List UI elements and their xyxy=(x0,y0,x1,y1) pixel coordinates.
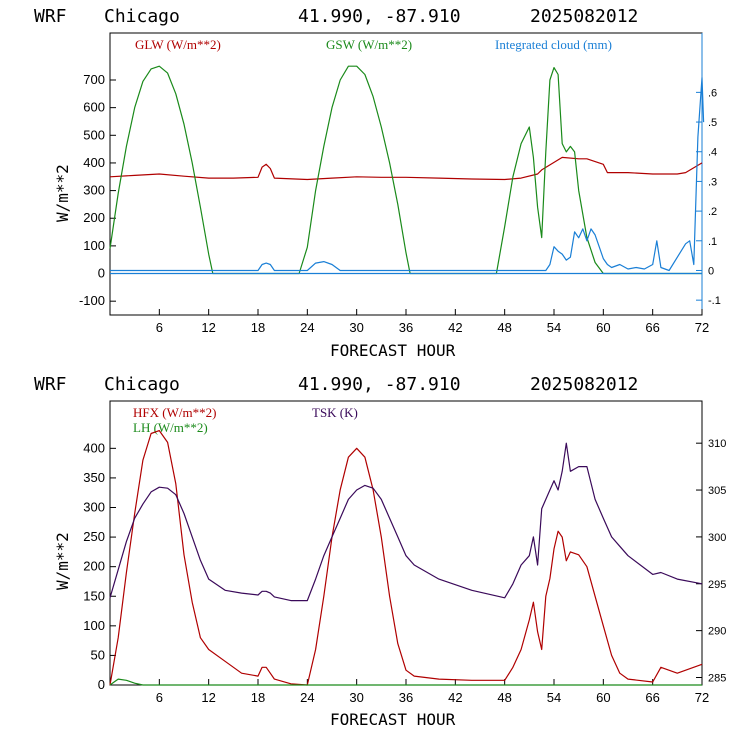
x-tick-label: 48 xyxy=(497,320,511,335)
x-tick-label: 42 xyxy=(448,690,462,705)
series-line-0 xyxy=(109,430,703,686)
series-lines xyxy=(109,65,705,275)
x-tick-label: 60 xyxy=(596,320,610,335)
y2-tick-label: 290 xyxy=(708,626,726,638)
legend-hfx: HFX (W/m**2) xyxy=(133,405,216,420)
x-axis-title: FORECAST HOUR xyxy=(330,341,456,360)
y-tick-label: 50 xyxy=(91,647,105,662)
y2-tick-label: .1 xyxy=(708,236,717,248)
y2-tick-label: 295 xyxy=(708,579,726,591)
y-tick-label: 200 xyxy=(83,559,105,574)
y-tick-label: 0 xyxy=(98,266,105,281)
x-axis-ticks: 6 12 18 24 30 36 42 48 54 60 66 72 xyxy=(156,309,709,335)
y2-tick-label: 0 xyxy=(708,265,714,277)
x-tick-label: 12 xyxy=(201,320,215,335)
header-station: Chicago xyxy=(104,6,180,27)
x-tick-label: 6 xyxy=(156,690,163,705)
y2-tick-label: 285 xyxy=(708,673,726,685)
y2-tick-label: .6 xyxy=(708,87,717,99)
y-tick-label: 300 xyxy=(83,183,105,198)
legend-integrated-cloud: Integrated cloud (mm) xyxy=(495,37,612,52)
header-coords: 41.990, -87.910 xyxy=(298,6,461,27)
x-tick-label: 36 xyxy=(399,690,413,705)
x-tick-label: 24 xyxy=(300,690,314,705)
y-tick-label: 350 xyxy=(83,470,105,485)
y-tick-label: 600 xyxy=(83,100,105,115)
series-line-1 xyxy=(109,65,702,275)
x-axis-ticks: 6 12 18 24 30 36 42 48 54 60 66 72 xyxy=(156,679,709,705)
y-tick-label: 100 xyxy=(83,238,105,253)
x-tick-label: 66 xyxy=(645,690,659,705)
y-tick-label: 0 xyxy=(98,677,105,692)
y-axis-right-ticks: 285 290 295 300 305 310 xyxy=(696,438,726,685)
y-axis-left-ticks: -100 0 100 200 300 400 500 600 700 xyxy=(79,72,116,308)
series-line-2 xyxy=(109,442,703,602)
y-tick-label: -100 xyxy=(79,293,105,308)
y2-tick-label: 300 xyxy=(708,532,726,544)
x-tick-label: 54 xyxy=(547,320,561,335)
y2-tick-label: .2 xyxy=(708,206,717,218)
series-line-2 xyxy=(110,76,705,272)
y2-tick-label: -.1 xyxy=(708,295,721,307)
y-tick-label: 400 xyxy=(83,155,105,170)
x-tick-label: 72 xyxy=(695,320,709,335)
header-model: WRF xyxy=(34,6,67,27)
y2-tick-label: .3 xyxy=(708,176,717,188)
x-tick-label: 18 xyxy=(251,690,265,705)
y2-tick-label: .5 xyxy=(708,117,717,129)
y-tick-label: 200 xyxy=(83,210,105,225)
y-axis-right-ticks: -.1 0 .1 .2 .3 .4 .5 .6 xyxy=(696,87,721,307)
x-tick-label: 30 xyxy=(349,690,363,705)
series-line-0 xyxy=(109,156,703,181)
x-tick-label: 42 xyxy=(448,320,462,335)
y-tick-label: 400 xyxy=(83,440,105,455)
x-tick-label: 48 xyxy=(497,690,511,705)
series-line-1 xyxy=(109,678,702,686)
y2-tick-label: 310 xyxy=(708,438,726,450)
legend-glw: GLW (W/m**2) xyxy=(135,37,221,52)
legend-tsk: TSK (K) xyxy=(312,405,358,420)
x-tick-label: 24 xyxy=(300,320,314,335)
panel-1: WRF Chicago 41.990, -87.910 2025082012 G… xyxy=(34,6,721,360)
header-init-time: 2025082012 xyxy=(530,6,638,27)
legend-lh: LH (W/m**2) xyxy=(133,420,208,435)
x-tick-label: 60 xyxy=(596,690,610,705)
header-init-time: 2025082012 xyxy=(530,374,638,395)
x-tick-label: 72 xyxy=(695,690,709,705)
y-tick-label: 100 xyxy=(83,618,105,633)
y-tick-label: 500 xyxy=(83,127,105,142)
y-tick-label: 250 xyxy=(83,529,105,544)
plot-frame xyxy=(109,400,703,686)
x-tick-label: 18 xyxy=(251,320,265,335)
y2-tick-label: 305 xyxy=(708,485,726,497)
header-coords: 41.990, -87.910 xyxy=(298,374,461,395)
panel-2: WRF Chicago 41.990, -87.910 2025082012 H… xyxy=(34,374,726,729)
legend-gsw: GSW (W/m**2) xyxy=(326,37,412,52)
x-axis-title: FORECAST HOUR xyxy=(330,710,456,729)
y-axis-title: W/m**2 xyxy=(53,164,72,222)
y-axis-left-ticks: 0 50 100 150 200 250 300 350 400 xyxy=(83,440,116,692)
y2-tick-label: .4 xyxy=(708,147,717,159)
x-tick-label: 66 xyxy=(645,320,659,335)
series-lines xyxy=(109,430,703,686)
y-tick-label: 700 xyxy=(83,72,105,87)
x-tick-label: 30 xyxy=(349,320,363,335)
plot-frame xyxy=(109,32,703,316)
x-tick-label: 6 xyxy=(156,320,163,335)
x-tick-label: 12 xyxy=(201,690,215,705)
header-model: WRF xyxy=(34,374,67,395)
y-tick-label: 300 xyxy=(83,500,105,515)
header-station: Chicago xyxy=(104,374,180,395)
y-axis-title: W/m**2 xyxy=(53,532,72,590)
x-tick-label: 54 xyxy=(547,690,561,705)
x-tick-label: 36 xyxy=(399,320,413,335)
y-tick-label: 150 xyxy=(83,588,105,603)
